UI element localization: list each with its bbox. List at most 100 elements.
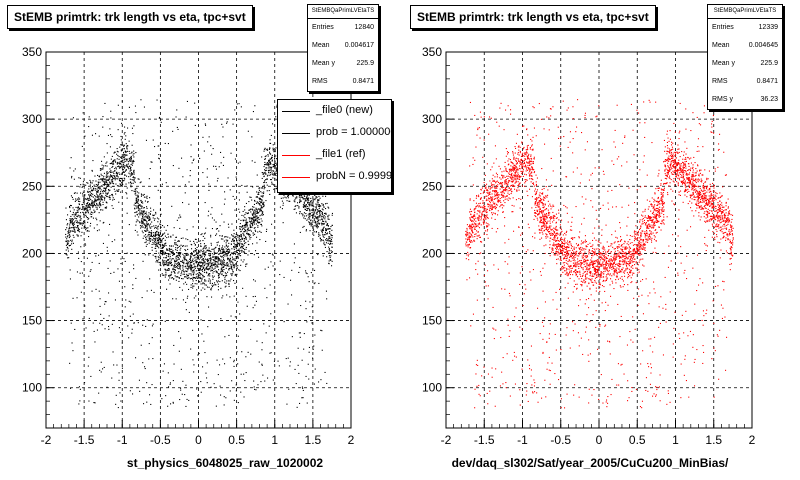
scatter-point [168, 236, 170, 238]
scatter-point [313, 383, 315, 385]
scatter-point [184, 394, 186, 396]
scatter-point [127, 166, 129, 168]
scatter-point [131, 162, 133, 164]
scatter-point [253, 386, 255, 388]
scatter-point [326, 202, 328, 204]
scatter-point [144, 219, 146, 221]
scatter-point [226, 122, 228, 124]
scatter-point [228, 242, 230, 244]
scatter-point [200, 319, 202, 321]
scatter-point [233, 242, 235, 244]
scatter-point [89, 204, 91, 206]
scatter-point [266, 164, 268, 166]
scatter-point [113, 188, 115, 190]
scatter-point [245, 238, 247, 240]
scatter-point [229, 280, 231, 282]
scatter-point [245, 242, 247, 244]
scatter-point [101, 160, 103, 162]
scatter-point [228, 285, 230, 287]
scatter-point [319, 210, 321, 212]
scatter-point [614, 261, 616, 263]
scatter-point [632, 272, 634, 274]
scatter-point [83, 197, 85, 199]
scatter-point [140, 193, 142, 195]
scatter-point [183, 261, 185, 263]
scatter-point [254, 161, 256, 163]
scatter-point [576, 167, 578, 169]
scatter-point [211, 275, 213, 277]
scatter-point [150, 230, 152, 232]
scatter-point [100, 209, 102, 211]
scatter-point [131, 152, 133, 154]
scatter-point [483, 220, 485, 222]
scatter-point [127, 127, 129, 129]
scatter-point [249, 224, 251, 226]
scatter-point [71, 239, 73, 241]
scatter-point [103, 172, 105, 174]
scatter-point [142, 202, 144, 204]
scatter-point [211, 153, 213, 155]
scatter-point [263, 323, 265, 325]
scatter-point [674, 168, 676, 170]
scatter-point [166, 269, 168, 271]
scatter-point [180, 368, 182, 370]
scatter-point [220, 238, 222, 240]
scatter-point [302, 206, 304, 208]
scatter-point [130, 172, 132, 174]
scatter-point [327, 206, 329, 208]
scatter-point [169, 277, 171, 279]
scatter-point [95, 199, 97, 201]
scatter-point [168, 386, 170, 388]
scatter-point [691, 188, 693, 190]
scatter-point [119, 161, 121, 163]
scatter-point [314, 222, 316, 224]
scatter-point [231, 380, 233, 382]
scatter-point [225, 282, 227, 284]
scatter-point [101, 324, 103, 326]
scatter-point [216, 272, 218, 274]
scatter-point [164, 239, 166, 241]
scatter-point [149, 219, 151, 221]
scatter-point [192, 285, 194, 287]
scatter-point [315, 207, 317, 209]
scatter-point [230, 261, 232, 263]
scatter-point [227, 246, 229, 248]
scatter-point [82, 211, 84, 213]
scatter-point [87, 230, 89, 232]
scatter-point [654, 199, 656, 201]
scatter-point [699, 169, 701, 171]
scatter-point [309, 204, 311, 206]
scatter-point [223, 261, 225, 263]
scatter-point [258, 212, 260, 214]
scatter-point [614, 230, 616, 232]
scatter-point [175, 256, 177, 258]
scatter-point [168, 264, 170, 266]
scatter-point [86, 209, 88, 211]
scatter-point [202, 267, 204, 269]
scatter-point [161, 241, 163, 243]
scatter-point [97, 174, 99, 176]
scatter-point [549, 225, 551, 227]
scatter-point [194, 248, 196, 250]
scatter-point [270, 163, 272, 165]
scatter-point [652, 221, 654, 223]
scatter-point [102, 191, 104, 193]
scatter-point [173, 271, 175, 273]
scatter-point [227, 252, 229, 254]
scatter-point [262, 206, 264, 208]
scatter-point [236, 267, 238, 269]
scatter-point [256, 218, 258, 220]
scatter-point [203, 243, 205, 245]
scatter-point [115, 168, 117, 170]
scatter-point [515, 157, 517, 159]
scatter-point [128, 150, 130, 152]
scatter-point [117, 129, 119, 131]
scatter-point [116, 148, 118, 150]
scatter-point [224, 251, 226, 253]
scatter-point [239, 239, 241, 241]
scatter-point [120, 178, 122, 180]
scatter-point [271, 166, 273, 168]
scatter-point [612, 256, 614, 258]
scatter-point [78, 403, 80, 405]
scatter-point [167, 269, 169, 271]
